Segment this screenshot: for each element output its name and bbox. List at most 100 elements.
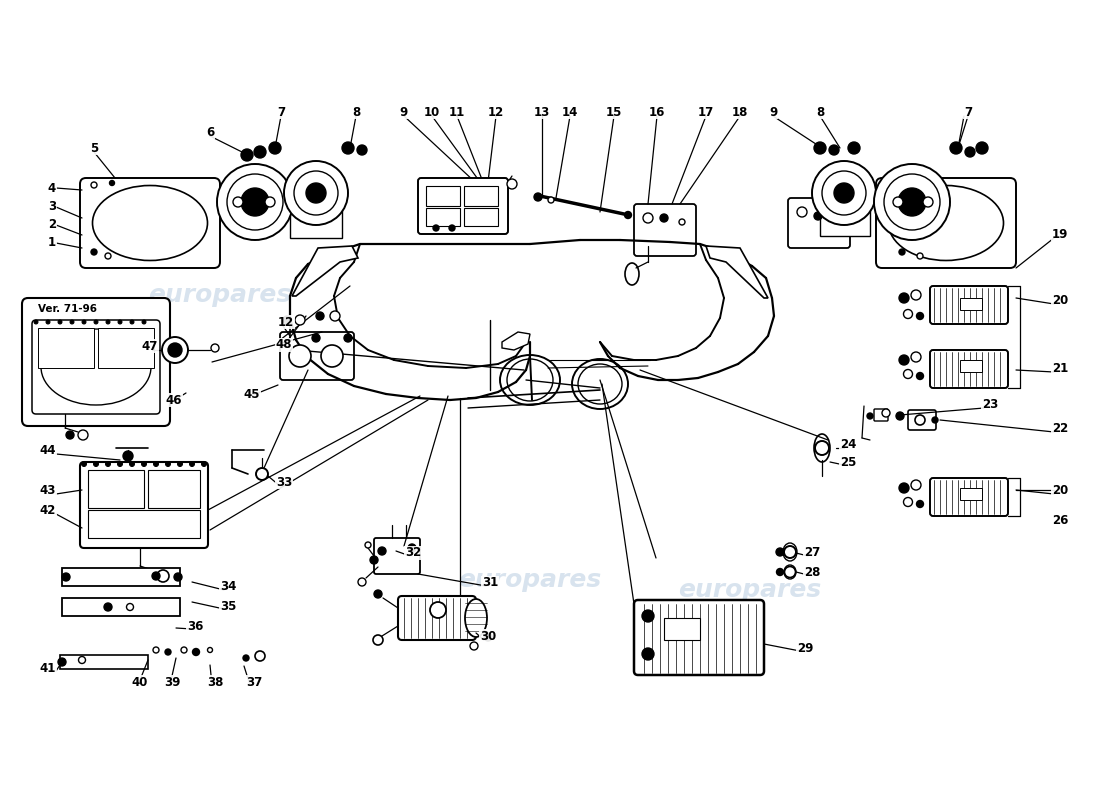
Circle shape bbox=[162, 337, 188, 363]
Circle shape bbox=[233, 197, 243, 207]
Bar bbox=[88, 510, 200, 538]
Circle shape bbox=[182, 647, 187, 653]
Circle shape bbox=[784, 546, 796, 558]
Circle shape bbox=[110, 181, 114, 186]
Circle shape bbox=[911, 352, 921, 362]
Text: 20: 20 bbox=[1052, 294, 1068, 306]
Circle shape bbox=[358, 578, 366, 586]
Circle shape bbox=[874, 164, 950, 240]
FancyBboxPatch shape bbox=[32, 320, 160, 414]
FancyBboxPatch shape bbox=[874, 409, 888, 421]
FancyBboxPatch shape bbox=[908, 410, 936, 430]
Bar bbox=[228, 188, 282, 216]
Circle shape bbox=[152, 572, 160, 580]
Circle shape bbox=[470, 642, 478, 650]
Circle shape bbox=[917, 253, 923, 259]
Text: 39: 39 bbox=[164, 675, 180, 689]
Bar bbox=[426, 208, 460, 226]
Circle shape bbox=[932, 417, 938, 423]
Text: 7: 7 bbox=[277, 106, 285, 118]
Text: 3: 3 bbox=[48, 201, 56, 214]
Circle shape bbox=[142, 462, 146, 466]
FancyBboxPatch shape bbox=[22, 298, 170, 426]
Text: 15: 15 bbox=[606, 106, 623, 118]
Circle shape bbox=[625, 211, 631, 218]
Circle shape bbox=[822, 171, 866, 215]
Circle shape bbox=[58, 320, 62, 324]
Circle shape bbox=[94, 462, 99, 466]
Text: 27: 27 bbox=[804, 546, 821, 559]
FancyBboxPatch shape bbox=[374, 538, 420, 574]
Circle shape bbox=[165, 462, 170, 466]
Text: 11: 11 bbox=[449, 106, 465, 118]
Circle shape bbox=[882, 409, 890, 417]
Circle shape bbox=[903, 370, 913, 378]
Text: 36: 36 bbox=[187, 619, 204, 633]
Bar bbox=[148, 470, 200, 508]
Circle shape bbox=[911, 480, 921, 490]
Circle shape bbox=[916, 373, 924, 379]
Circle shape bbox=[270, 142, 280, 154]
Circle shape bbox=[903, 498, 913, 506]
Circle shape bbox=[976, 142, 988, 154]
Circle shape bbox=[408, 544, 416, 552]
Circle shape bbox=[265, 197, 275, 207]
Circle shape bbox=[118, 462, 122, 466]
Text: 12: 12 bbox=[278, 315, 294, 329]
Circle shape bbox=[34, 320, 39, 324]
Circle shape bbox=[94, 320, 98, 324]
Circle shape bbox=[373, 635, 383, 645]
Circle shape bbox=[896, 412, 904, 420]
Polygon shape bbox=[292, 246, 358, 296]
Circle shape bbox=[370, 556, 378, 564]
Circle shape bbox=[642, 648, 654, 660]
Text: europares: europares bbox=[679, 578, 822, 602]
Circle shape bbox=[106, 320, 110, 324]
Circle shape bbox=[923, 197, 933, 207]
Circle shape bbox=[130, 462, 134, 466]
Bar bbox=[960, 488, 982, 500]
Circle shape bbox=[62, 573, 70, 581]
Text: 8: 8 bbox=[816, 106, 824, 118]
Text: 24: 24 bbox=[839, 438, 856, 451]
Bar bbox=[88, 470, 144, 508]
Bar bbox=[820, 208, 870, 236]
Circle shape bbox=[192, 649, 199, 655]
Circle shape bbox=[893, 197, 903, 207]
Text: 14: 14 bbox=[562, 106, 579, 118]
Text: 1: 1 bbox=[48, 237, 56, 250]
Circle shape bbox=[66, 431, 74, 439]
Text: 48: 48 bbox=[276, 338, 293, 351]
Bar bbox=[62, 598, 180, 616]
Circle shape bbox=[365, 542, 371, 548]
Circle shape bbox=[374, 590, 382, 598]
Circle shape bbox=[660, 214, 668, 222]
Circle shape bbox=[330, 311, 340, 321]
Circle shape bbox=[174, 573, 182, 581]
Circle shape bbox=[189, 462, 195, 466]
Circle shape bbox=[815, 441, 829, 455]
Circle shape bbox=[283, 316, 292, 324]
Text: 38: 38 bbox=[207, 675, 223, 689]
Circle shape bbox=[243, 655, 249, 661]
Circle shape bbox=[433, 225, 439, 231]
Circle shape bbox=[254, 146, 266, 158]
Circle shape bbox=[70, 320, 74, 324]
Text: 21: 21 bbox=[1052, 362, 1068, 374]
Circle shape bbox=[104, 253, 111, 259]
Circle shape bbox=[284, 161, 348, 225]
Circle shape bbox=[848, 142, 860, 154]
Text: 4: 4 bbox=[48, 182, 56, 194]
Ellipse shape bbox=[465, 599, 487, 637]
Text: 26: 26 bbox=[1052, 514, 1068, 526]
Bar bbox=[960, 360, 982, 372]
Circle shape bbox=[884, 174, 940, 230]
Text: 40: 40 bbox=[132, 675, 148, 689]
Circle shape bbox=[227, 174, 283, 230]
Bar bbox=[60, 655, 148, 669]
Text: 25: 25 bbox=[839, 455, 856, 469]
Text: 46: 46 bbox=[166, 394, 183, 406]
Circle shape bbox=[899, 483, 909, 493]
Text: 41: 41 bbox=[40, 662, 56, 674]
Text: 33: 33 bbox=[276, 475, 293, 489]
